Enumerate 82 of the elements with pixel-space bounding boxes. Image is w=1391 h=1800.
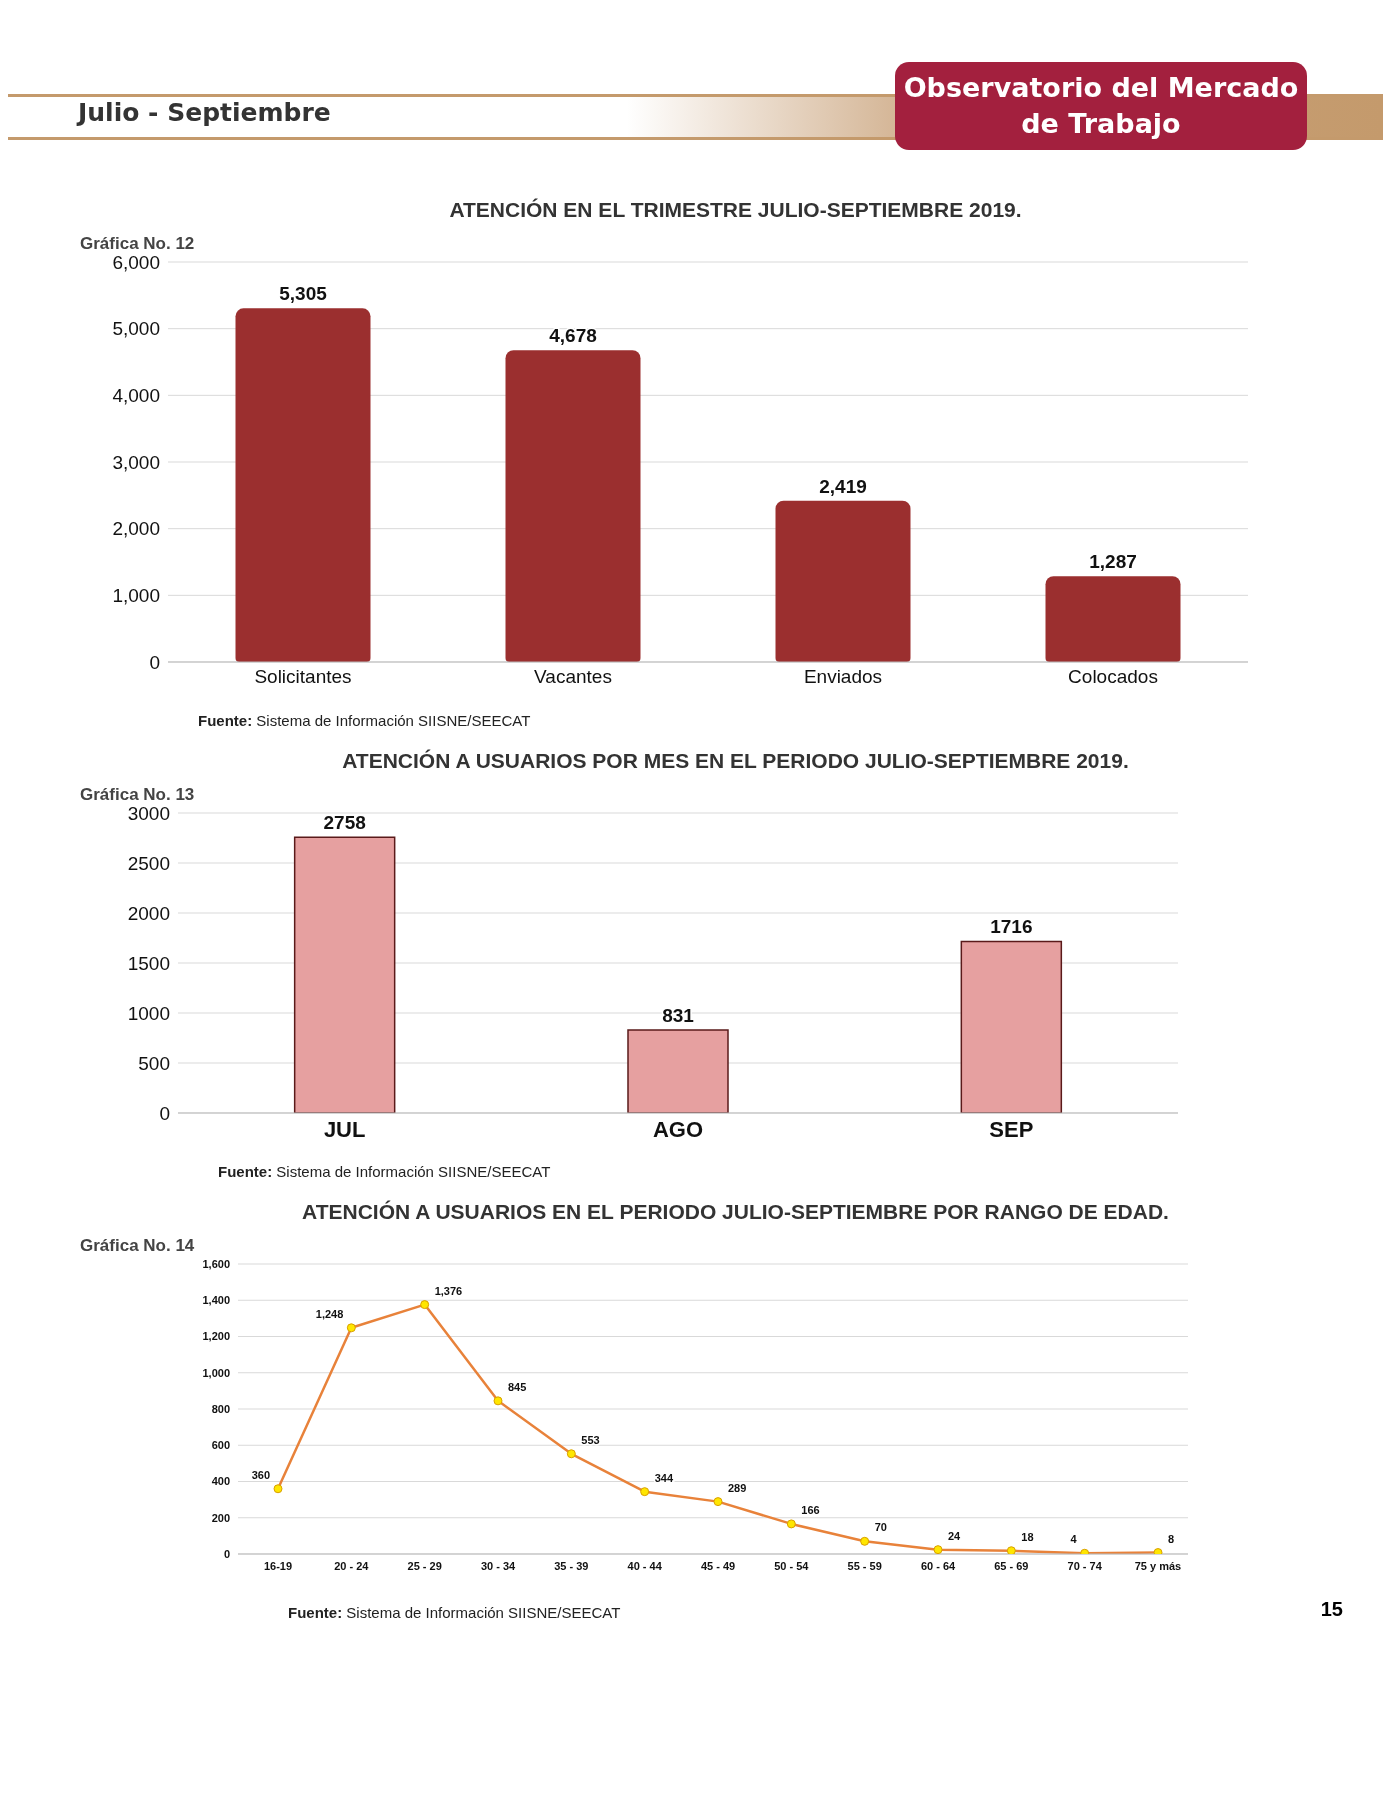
data-label: 2758 [323, 812, 366, 834]
data-label: 5,305 [279, 283, 328, 305]
x-tick-label: 60 - 64 [920, 1559, 956, 1572]
bar [293, 836, 396, 1113]
y-tick-label: 200 [211, 1511, 230, 1524]
data-label: 166 [801, 1503, 820, 1516]
bar [627, 1029, 729, 1113]
text: Gráfica No. 14 [80, 1236, 195, 1256]
bar [235, 308, 371, 662]
y-tick-label: 1,600 [202, 1257, 230, 1270]
bar [960, 940, 1063, 1113]
y-tick-label: 3000 [127, 802, 170, 824]
source-note: Fuente: Sistema de Información SIISNE/SEECAT [288, 1604, 621, 1621]
text: Gráfica No. 12 [80, 234, 195, 254]
data-label: 1716 [990, 916, 1033, 938]
x-tick-label: 65 - 69 [994, 1559, 1029, 1572]
x-tick-label: Vacantes [534, 666, 612, 688]
y-tick-label: 0 [223, 1547, 230, 1560]
chart-title: ATENCIÓN EN EL TRIMESTRE JULIO-SEPTIEMBRE 2019. [448, 198, 1023, 222]
data-label: 553 [581, 1433, 600, 1446]
data-label: 360 [251, 1468, 270, 1481]
bar [505, 350, 641, 662]
y-tick-label: 1000 [127, 1002, 170, 1024]
x-tick-label: 30 - 34 [480, 1559, 516, 1572]
data-label: 2,419 [819, 475, 867, 497]
y-tick-label: 1,400 [202, 1294, 230, 1307]
x-tick-label: SEP [989, 1116, 1034, 1142]
data-label: 845 [508, 1380, 527, 1393]
x-tick-label: 50 - 54 [774, 1559, 810, 1572]
data-label: 8 [1168, 1532, 1175, 1545]
y-tick-label: 400 [211, 1475, 230, 1488]
data-label: 1,287 [1089, 551, 1137, 573]
bar [1045, 576, 1181, 662]
y-tick-label: 1,000 [202, 1366, 230, 1379]
text: 15 [1320, 1598, 1343, 1621]
x-tick-label: 45 - 49 [700, 1559, 736, 1572]
data-label: 344 [654, 1471, 674, 1484]
data-label: 1,376 [434, 1284, 463, 1297]
y-tick-label: 600 [211, 1439, 230, 1452]
y-tick-label: 4,000 [112, 385, 160, 407]
data-label: 24 [948, 1529, 962, 1542]
data-label: 4,678 [549, 325, 597, 347]
x-tick-label: 70 - 74 [1067, 1559, 1103, 1572]
y-tick-label: 1500 [127, 952, 170, 974]
y-tick-label: 2500 [127, 852, 170, 874]
data-label: 18 [1021, 1530, 1034, 1543]
source-note: Fuente: Sistema de Información SIISNE/SEECAT [218, 1163, 552, 1180]
data-label: 289 [728, 1481, 747, 1494]
x-tick-label: 20 - 24 [334, 1559, 370, 1572]
y-tick-label: 0 [159, 1102, 170, 1124]
y-tick-label: 3,000 [112, 451, 160, 473]
x-tick-label: Enviados [803, 666, 883, 688]
y-tick-label: 5,000 [112, 318, 160, 340]
chart-title: ATENCIÓN A USUARIOS EN EL PERIODO JULIO-SEPTIEMBRE POR RANGO DE EDAD. [301, 1200, 1170, 1224]
source-note: Fuente: Sistema de Información SIISNE/SEECAT [198, 712, 532, 729]
x-tick-label: 35 - 39 [554, 1559, 589, 1572]
text: Observatorio del Mercado de Trabajo [895, 62, 1307, 150]
x-tick-label: AGO [652, 1116, 704, 1142]
y-tick-label: 2000 [127, 902, 170, 924]
x-tick-label: JUL [323, 1116, 366, 1142]
x-tick-label: 75 y más [1134, 1559, 1182, 1572]
bar [775, 500, 911, 662]
chart-title: ATENCIÓN A USUARIOS POR MES EN EL PERIODO JULIO-SEPTIEMBRE 2019. [341, 749, 1130, 773]
text: Gráfica No. 13 [80, 785, 195, 805]
data-label: 4 [1070, 1533, 1078, 1546]
y-tick-label: 500 [138, 1052, 170, 1074]
text: Julio - Septiembre [78, 98, 331, 127]
x-tick-label: 40 - 44 [627, 1559, 663, 1572]
y-tick-label: 1,000 [112, 585, 160, 607]
data-label: 831 [662, 1004, 695, 1026]
x-tick-label: 25 - 29 [407, 1559, 442, 1572]
data-label: 70 [874, 1521, 887, 1534]
x-tick-label: Solicitantes [254, 666, 352, 688]
y-tick-label: 800 [211, 1402, 230, 1415]
data-label: 1,248 [315, 1307, 344, 1320]
y-tick-label: 1,200 [202, 1330, 230, 1343]
x-tick-label: Colocados [1068, 666, 1158, 688]
y-tick-label: 2,000 [112, 518, 160, 540]
y-tick-label: 6,000 [112, 251, 160, 273]
x-tick-label: 16-19 [263, 1559, 293, 1572]
x-tick-label: 55 - 59 [847, 1559, 882, 1572]
y-tick-label: 0 [149, 651, 160, 673]
